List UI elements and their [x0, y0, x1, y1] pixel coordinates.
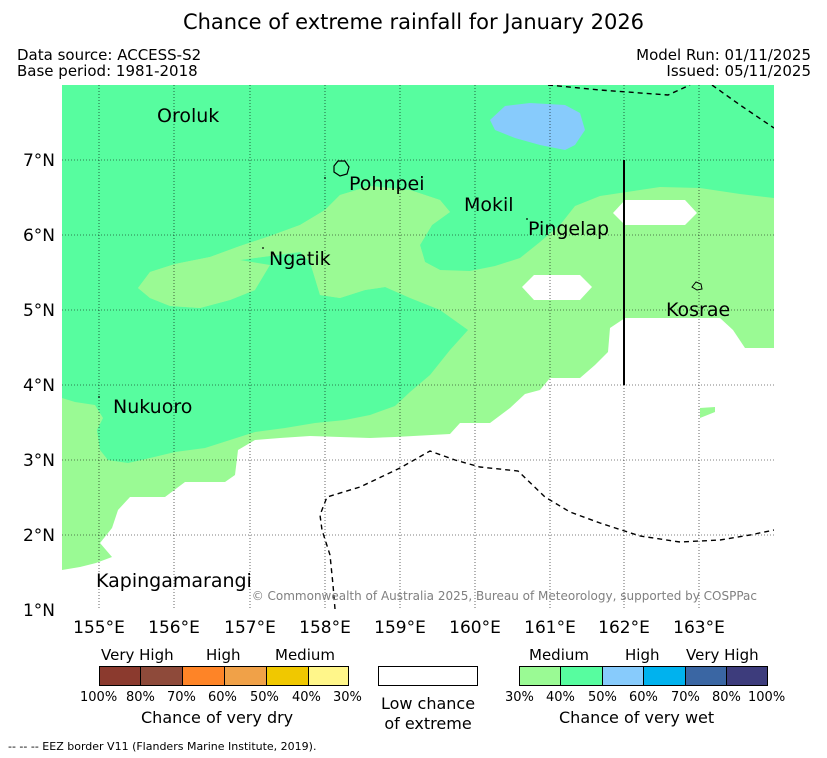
legend-wet-swatch: [643, 666, 686, 686]
lat-tick-label: 4°N: [23, 376, 55, 396]
lat-tick-label: 6°N: [23, 226, 55, 246]
legend-wet-category: Very High: [686, 646, 759, 664]
lon-tick-label: 160°E: [449, 618, 501, 638]
island-marker: [526, 218, 528, 220]
lon-tick-label: 162°E: [598, 618, 650, 638]
medium-wet-pocket: [138, 186, 450, 308]
low-chance-patch: [522, 275, 592, 300]
legend-wet-swatch: [726, 666, 768, 686]
lon-tick-label: 155°E: [73, 618, 125, 638]
legend-dry-swatch: [224, 666, 267, 686]
lon-tick-label: 158°E: [299, 618, 351, 638]
legend-wet-swatch: [685, 666, 727, 686]
map-copyright: © Commonwealth of Australia 2025, Bureau…: [252, 589, 757, 603]
legend-dry-percent: 30%: [333, 690, 362, 705]
place-label-oroluk: Oroluk: [157, 105, 219, 127]
lat-tick-label: 5°N: [23, 301, 55, 321]
legend-wet-percent: 70%: [671, 690, 700, 705]
legend-dry-percent: 60%: [208, 690, 237, 705]
legend-dry-title: Chance of very dry: [141, 708, 294, 727]
lon-tick-label: 161°E: [524, 618, 576, 638]
legend-wet-swatch: [560, 666, 603, 686]
place-label-nukuoro: Nukuoro: [113, 396, 192, 418]
place-label-kapingamarangi: Kapingamarangi: [96, 570, 252, 592]
lat-tick-label: 3°N: [23, 451, 55, 471]
pohnpei-island: [333, 160, 350, 177]
island-marker: [262, 247, 264, 249]
legend-dry-percent: 80%: [126, 690, 155, 705]
legend-low-line2: of extreme: [384, 714, 472, 733]
place-label-mokil: Mokil: [464, 194, 514, 216]
legend-dry-category: High: [206, 646, 241, 664]
legend-wet-title: Chance of very wet: [559, 708, 715, 727]
lon-tick-label: 163°E: [673, 618, 725, 638]
legend-dry-percent: 40%: [292, 690, 321, 705]
issued-date: Issued: 05/11/2025: [666, 62, 811, 80]
island-marker: [324, 177, 326, 179]
legend-dry-percent: 50%: [250, 690, 279, 705]
legend-dry-swatch: [140, 666, 183, 686]
legend-wet-percent: 60%: [629, 690, 658, 705]
place-label-pohnpei: Pohnpei: [349, 173, 425, 195]
map-title: Chance of extreme rainfall for January 2…: [182, 10, 645, 34]
legend-dry-swatch: [266, 666, 309, 686]
data-source: Data source: ACCESS-S2: [17, 46, 202, 64]
medium-wet-patch: [700, 407, 715, 418]
legend-wet-swatch: [519, 666, 561, 686]
legend-low-swatch: [378, 666, 478, 686]
legend-wet-category: High: [625, 646, 660, 664]
base-period: Base period: 1981-2018: [17, 62, 198, 80]
high-wet-patch: [490, 103, 585, 150]
legend-dry-swatch: [182, 666, 225, 686]
eez-border: [319, 85, 774, 609]
lon-tick-label: 156°E: [148, 618, 200, 638]
legend-wet-percent: 100%: [748, 690, 786, 705]
kosrae-island: [691, 281, 703, 291]
legend-wet-category: Medium: [529, 646, 589, 664]
legend-wet-swatch: [602, 666, 644, 686]
lat-tick-label: 7°N: [23, 151, 55, 171]
model-run: Model Run: 01/11/2025: [636, 46, 811, 64]
legend-wet-percent: 40%: [546, 690, 575, 705]
legend-dry-swatch: [308, 666, 349, 686]
legend-dry-category: Very High: [101, 646, 174, 664]
lon-tick-label: 157°E: [224, 618, 276, 638]
lon-tick-label: 159°E: [374, 618, 426, 638]
legend-dry-percent: 70%: [167, 690, 196, 705]
high-wet-region-north: [62, 85, 774, 463]
legend-dry-percent: 100%: [80, 690, 118, 705]
place-label-kosrae: Kosrae: [666, 299, 730, 321]
place-label-ngatik: Ngatik: [269, 248, 331, 270]
eez-footnote: -- -- -- EEZ border V11 (Flanders Marine…: [8, 740, 317, 753]
legend-dry-swatch: [99, 666, 141, 686]
place-label-pingelap: Pingelap: [528, 218, 609, 240]
lat-tick-label: 2°N: [23, 526, 55, 546]
legend-wet-percent: 80%: [712, 690, 741, 705]
legend-wet-percent: 50%: [588, 690, 617, 705]
low-chance-region-south: [62, 318, 774, 609]
lat-tick-label: 1°N: [23, 601, 55, 621]
legend-low-line1: Low chance: [380, 694, 476, 713]
low-chance-patch: [613, 200, 697, 225]
legend-wet-percent: 30%: [505, 690, 534, 705]
legend-dry-category: Medium: [275, 646, 335, 664]
rainfall-map: © Commonwealth of Australia 2025, Bureau…: [23, 85, 774, 638]
island-marker: [98, 396, 100, 398]
